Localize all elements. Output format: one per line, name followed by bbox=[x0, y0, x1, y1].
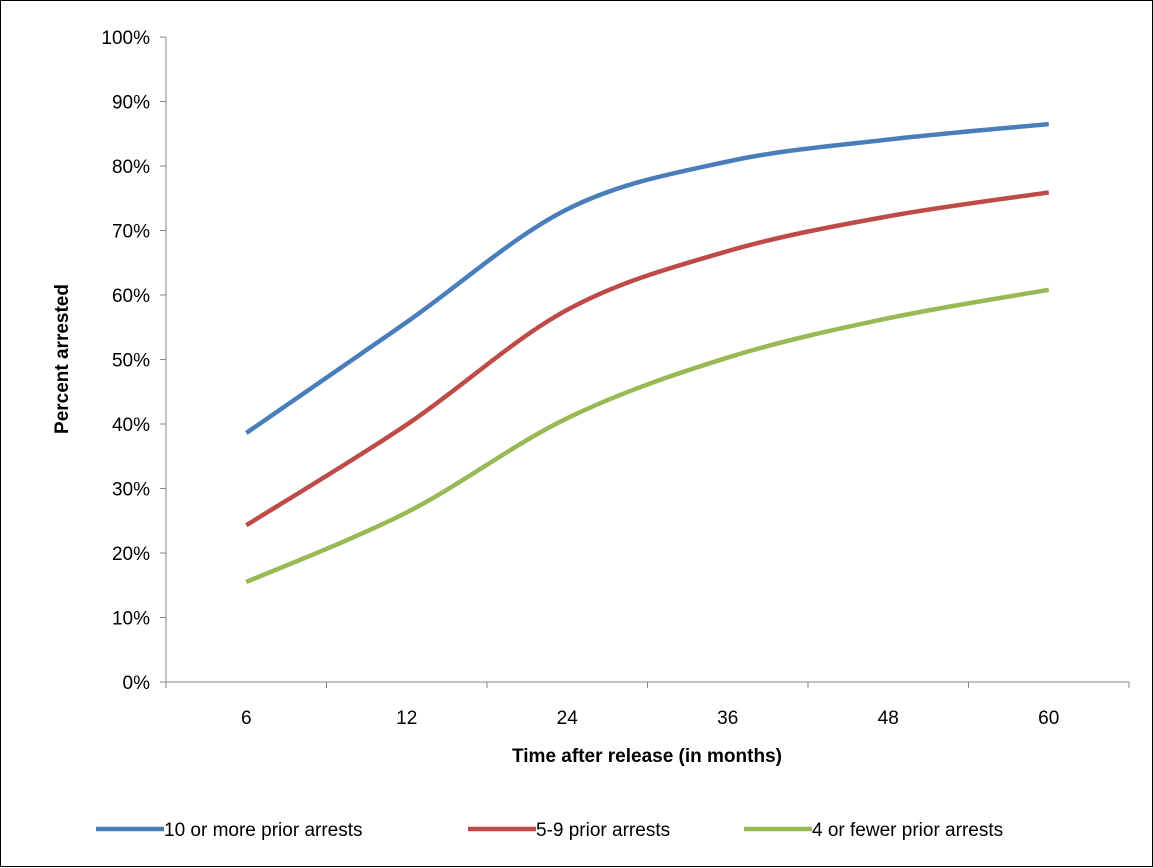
y-tick-label: 50% bbox=[112, 351, 150, 372]
x-tick-label: 6 bbox=[241, 708, 252, 729]
x-tick-label: 12 bbox=[396, 708, 417, 729]
x-tick-label: 36 bbox=[717, 708, 738, 729]
y-axis: 0% 10% 20% 30% 40% 50% 60% 70% 80% 90% 100% bbox=[101, 28, 167, 694]
y-tick-label: 20% bbox=[112, 544, 150, 565]
y-tick-label: 40% bbox=[112, 415, 150, 436]
y-tick-label: 60% bbox=[112, 286, 150, 307]
x-axis-title: Time after release (in months) bbox=[512, 746, 782, 767]
y-tick-label: 10% bbox=[112, 609, 150, 630]
y-tick-label: 0% bbox=[123, 673, 151, 694]
series-layer bbox=[244, 121, 1050, 585]
y-tick-label: 70% bbox=[112, 222, 150, 243]
series-line-4-or-fewer-prior-arrests bbox=[245, 287, 1050, 585]
legend: 10 or more prior arrests 5-9 prior arrest… bbox=[96, 820, 1003, 841]
y-axis-title: Percent arrested bbox=[52, 284, 73, 434]
y-tick-label: 100% bbox=[101, 28, 150, 49]
x-tick-label: 60 bbox=[1038, 708, 1059, 729]
x-tick-label: 24 bbox=[557, 708, 579, 729]
series-line-5-9-prior-arrests bbox=[245, 190, 1050, 528]
y-tick-label: 30% bbox=[112, 480, 150, 501]
legend-label: 5-9 prior arrests bbox=[536, 820, 670, 841]
x-tick-label: 48 bbox=[878, 708, 899, 729]
legend-label: 4 or fewer prior arrests bbox=[812, 820, 1003, 841]
x-axis: 6 12 24 36 48 60 bbox=[165, 681, 1130, 729]
series-line-10-or-more-prior-arrests bbox=[244, 121, 1049, 435]
y-tick-label: 90% bbox=[112, 93, 150, 114]
y-tick-label: 80% bbox=[112, 157, 150, 178]
legend-label: 10 or more prior arrests bbox=[164, 820, 363, 841]
